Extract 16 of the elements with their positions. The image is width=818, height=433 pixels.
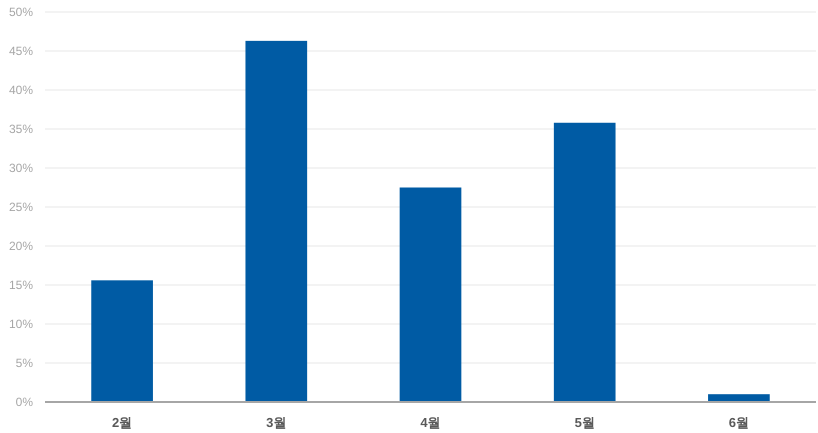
y-tick-label: 5%: [16, 356, 34, 370]
y-tick-label: 40%: [8, 83, 34, 97]
y-tick-label: 50%: [8, 5, 34, 19]
y-tick-label: 45%: [8, 44, 34, 58]
y-tick-label: 0%: [16, 395, 34, 409]
y-tick-label: 25%: [8, 200, 34, 214]
x-tick-label: 6월: [728, 415, 750, 430]
x-tick-label: 4월: [420, 415, 441, 430]
x-tick-label: 3월: [266, 415, 286, 430]
x-tick-label: 5월: [574, 415, 595, 430]
y-tick-label: 15%: [8, 278, 34, 292]
x-tick-label: 2월: [112, 415, 132, 430]
y-tick-label: 20%: [8, 239, 34, 253]
y-tick-label: 10%: [8, 317, 34, 331]
y-tick-label: 30%: [8, 161, 34, 175]
y-tick-label: 35%: [8, 122, 34, 136]
